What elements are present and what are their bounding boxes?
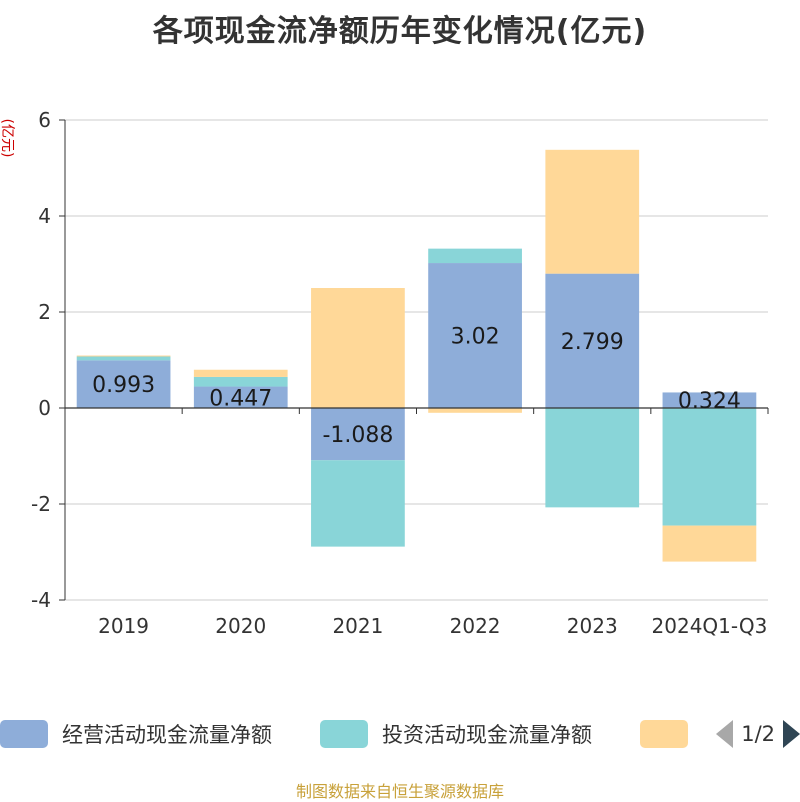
bar-2020-series-1 bbox=[193, 376, 288, 387]
chart-title: 各项现金流净额历年变化情况(亿元) bbox=[152, 14, 648, 49]
bar-2023-series-2 bbox=[545, 149, 640, 274]
data-label-2019: 0.993 bbox=[92, 373, 155, 398]
y-tick-label--2: -2 bbox=[31, 492, 51, 516]
x-tick-label-2022: 2022 bbox=[450, 614, 501, 638]
bar-series bbox=[76, 149, 757, 562]
legend-pager: 1/2 bbox=[716, 716, 800, 752]
bar-2022-series-1 bbox=[428, 248, 522, 264]
bar-2024Q1-Q3-series-0 bbox=[662, 392, 757, 408]
data-label-2022: 3.02 bbox=[451, 325, 500, 350]
bar-2022-series-2 bbox=[428, 408, 522, 413]
data-label-2020: 0.447 bbox=[209, 386, 272, 411]
y-tick-label-2: 2 bbox=[38, 300, 51, 324]
y-tick-label-6: 6 bbox=[38, 108, 51, 132]
legend-prev-arrow-icon[interactable] bbox=[716, 720, 734, 748]
data-labels: 0.993 0.447 -1.088 3.02 2.799 0.324 bbox=[92, 325, 741, 449]
bar-2022-series-0 bbox=[428, 263, 522, 408]
legend-label-investing: 投资活动现金流量净额 bbox=[382, 723, 592, 747]
bar-2020-series-2 bbox=[193, 369, 288, 377]
bar-2021-series-0 bbox=[311, 408, 405, 461]
data-label-2021: -1.088 bbox=[322, 423, 393, 448]
bar-2021-series-2 bbox=[311, 288, 405, 408]
legend-item-financing[interactable] bbox=[640, 716, 688, 752]
bar-2023-series-1 bbox=[545, 408, 640, 508]
legend-swatch-investing bbox=[320, 720, 368, 748]
bar-2023-series-0 bbox=[545, 273, 640, 408]
data-label-2024Q1-Q3: 0.324 bbox=[678, 389, 741, 414]
legend-item-operating[interactable]: 经营活动现金流量净额 bbox=[0, 716, 272, 752]
bar-2019-series-2 bbox=[76, 355, 171, 357]
legend-page-indicator: 1/2 bbox=[741, 722, 775, 746]
bar-2020-series-0 bbox=[193, 386, 288, 408]
axes: -4 -2 0 2 4 6 2019 2020 2021 2022 2023 2024Q1-Q3 bbox=[31, 108, 769, 638]
bar-2024Q1-Q3-series-1 bbox=[662, 408, 757, 526]
x-tick-label-2023: 2023 bbox=[567, 614, 618, 638]
legend-swatch-financing bbox=[640, 720, 688, 748]
legend: 经营活动现金流量净额 投资活动现金流量净额 1/2 bbox=[0, 716, 800, 752]
data-label-2023: 2.799 bbox=[561, 330, 624, 355]
y-tick-label--4: -4 bbox=[31, 588, 51, 612]
bar-2019-series-0 bbox=[76, 360, 171, 408]
legend-swatch-operating bbox=[0, 720, 48, 748]
x-tick-label-2019: 2019 bbox=[98, 614, 149, 638]
y-tick-label-0: 0 bbox=[38, 396, 51, 420]
x-tick-label-2024Q1-Q3: 2024Q1-Q3 bbox=[652, 614, 768, 638]
x-tick-label-2020: 2020 bbox=[215, 614, 266, 638]
legend-next-arrow-icon[interactable] bbox=[783, 720, 800, 748]
y-tick-label-4: 4 bbox=[38, 204, 51, 228]
chart-canvas: -4 -2 0 2 4 6 2019 2020 2021 2022 2023 2024Q1-Q3 0.… bbox=[31, 108, 769, 638]
bar-2019-series-1 bbox=[76, 356, 171, 361]
legend-item-investing[interactable]: 投资活动现金流量净额 bbox=[320, 716, 592, 752]
data-source-note: 制图数据来自恒生聚源数据库 bbox=[295, 782, 504, 801]
bar-2021-series-1 bbox=[311, 460, 405, 547]
x-tick-label-2021: 2021 bbox=[332, 614, 383, 638]
legend-label-operating: 经营活动现金流量净额 bbox=[62, 723, 272, 747]
bar-2024Q1-Q3-series-2 bbox=[662, 525, 757, 562]
grid-lines bbox=[65, 119, 768, 601]
